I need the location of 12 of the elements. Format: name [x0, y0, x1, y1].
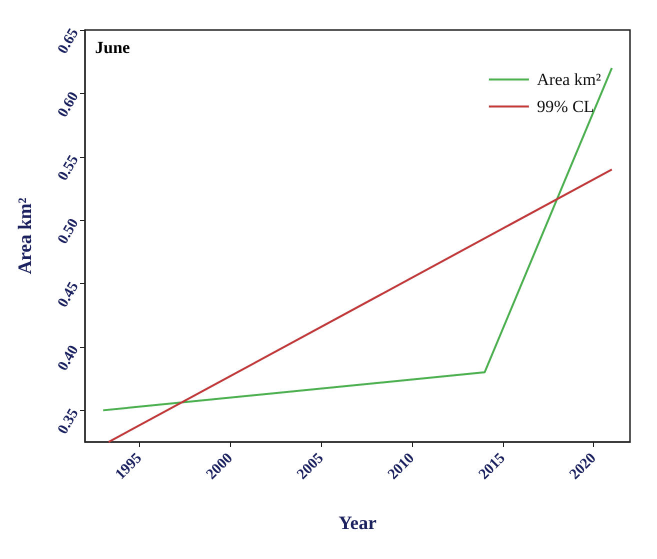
- legend-label: Area km²: [536, 70, 602, 89]
- y-axis-title: Area km²: [15, 197, 36, 274]
- text: June: [95, 38, 130, 57]
- y-tick-label: 0.55: [54, 152, 82, 184]
- y-tick-label: 0.35: [54, 406, 82, 438]
- y-tick-label: 0.60: [54, 89, 82, 120]
- y-tick-label: 0.50: [54, 216, 82, 247]
- y-tick-label: 0.65: [54, 26, 82, 57]
- y-tick-label: 0.40: [54, 342, 82, 374]
- x-axis-title: Year: [338, 513, 378, 534]
- legend-label: 99% CL: [536, 97, 594, 116]
- y-tick-label: 0.45: [54, 280, 82, 310]
